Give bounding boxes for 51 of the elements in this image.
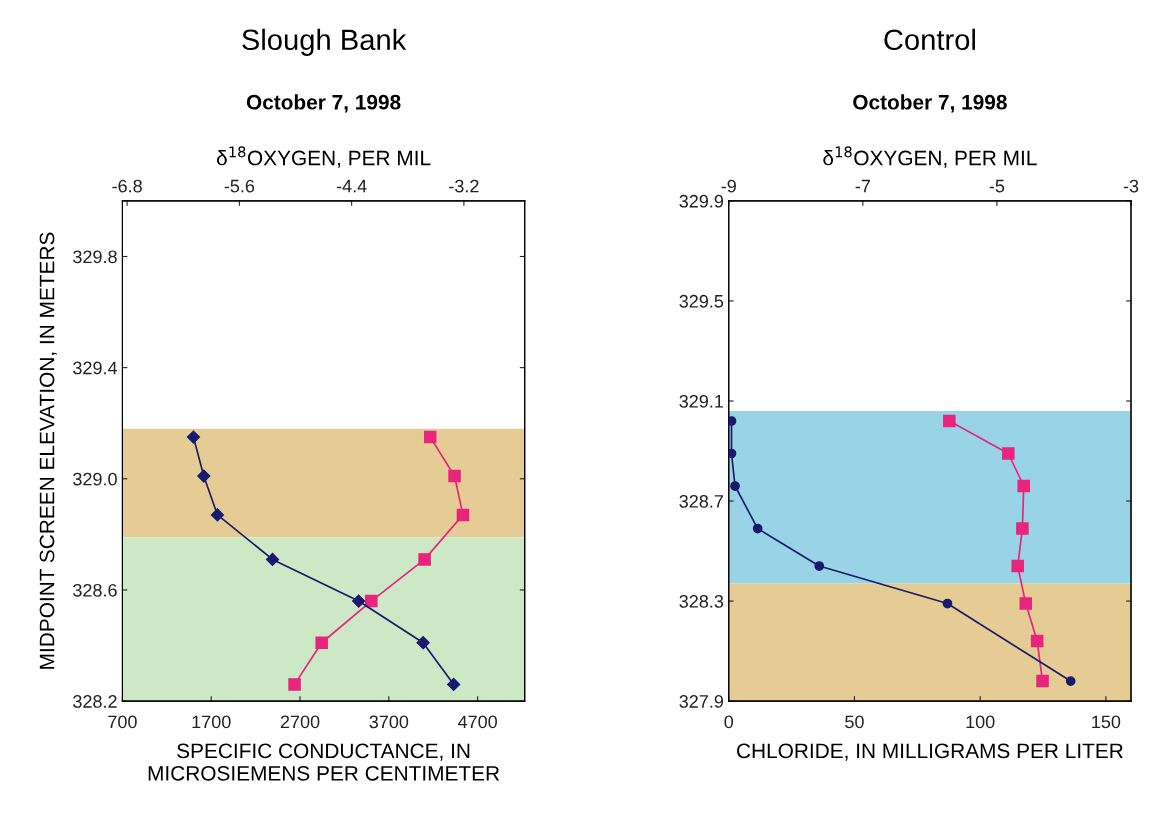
point [728, 448, 737, 459]
x2-tick-label: -9 [721, 179, 736, 193]
x-tick-label: 50 [845, 715, 864, 729]
x2-tick-label: -5 [989, 179, 1005, 193]
point [197, 469, 211, 483]
x2-tick-label: -3.2 [449, 179, 479, 193]
chart-title: Control [884, 28, 975, 51]
y-tick-label: 329.4 [73, 361, 118, 375]
x-tick-label: 700 [108, 715, 137, 729]
x-tick-label: 4700 [457, 715, 498, 729]
x-axis-title: CHLORIDE, IN MILLIGRAMS PER LITER [737, 743, 1123, 761]
y-tick-label: 328.3 [679, 594, 724, 608]
x-tick-label: 0 [724, 715, 734, 729]
point [210, 508, 225, 522]
x-tick-label: 1700 [192, 715, 231, 729]
point [728, 416, 737, 426]
x-tick-label: 150 [1092, 715, 1121, 729]
chart-subtitle: October 7, 1998 [853, 94, 1007, 113]
x2-tick-label: -3 [1123, 179, 1139, 193]
y-tick-label: 329.9 [679, 194, 724, 208]
x-tick-label: 3700 [369, 715, 409, 729]
x2-axis-title: δ$^{18}$OXYGEN, PER MIL [823, 146, 1037, 168]
point [752, 523, 763, 534]
x-axis-title: SPECIFIC CONDUCTANCE, IN MICROSIEMENS PER CENTIMETER [148, 743, 500, 781]
y-tick-label: 327.9 [679, 695, 724, 708]
y-tick-label: 328.6 [73, 583, 117, 597]
x2-tick-label: -4.4 [336, 179, 367, 193]
x-tick-label: 2700 [280, 715, 320, 729]
point [265, 552, 280, 566]
y-tick-label: 329.8 [73, 250, 117, 264]
x2-tick-label: -6.8 [112, 179, 142, 193]
y-tick-label: 328.2 [73, 695, 117, 708]
point [447, 677, 461, 692]
point [186, 430, 201, 444]
point [416, 636, 430, 650]
y-tick-label: 329.0 [73, 472, 117, 486]
chart-title: Slough Bank [242, 28, 407, 56]
x2-axis-title: δ$^{18}$OXYGEN, PER MIL [216, 146, 431, 168]
x2-tick-label: -7 [855, 179, 870, 193]
y-tick-label: 329.1 [679, 394, 724, 408]
y-tick-label: 329.5 [679, 294, 724, 308]
x-tick-label: 100 [966, 715, 995, 729]
point [730, 481, 740, 491]
point [942, 598, 953, 609]
point [814, 561, 825, 571]
chart-subtitle: October 7, 1998 [246, 94, 401, 113]
y-axis-title: MIDPOINT SCREEN ELEVATION, IN METERS [39, 232, 57, 669]
point [1065, 676, 1076, 686]
x2-tick-label: -5.6 [224, 179, 255, 193]
point [352, 594, 366, 608]
y-tick-label: 328.7 [679, 494, 723, 508]
